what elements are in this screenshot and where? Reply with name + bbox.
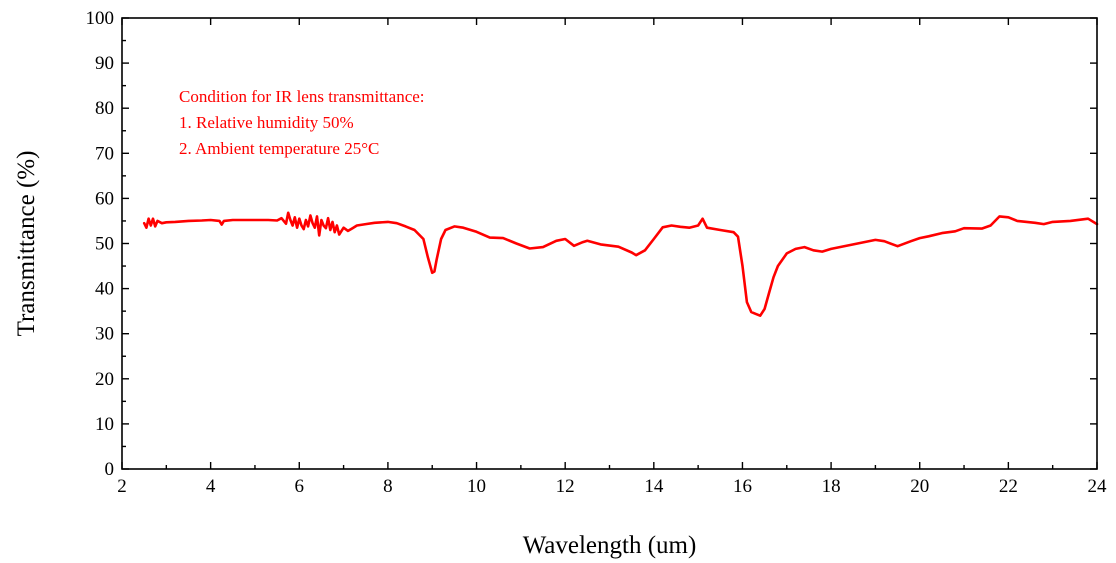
x-tick-label: 14 — [644, 476, 664, 497]
y-tick-label: 60 — [95, 188, 114, 209]
x-tick-label: 16 — [733, 476, 752, 497]
y-axis-ticks: 0 10 20 30 40 50 60 70 80 90 100 — [86, 8, 1097, 480]
transmittance-series-line — [142, 211, 1099, 317]
x-tick-label: 20 — [910, 476, 929, 497]
y-tick-label: 50 — [95, 234, 114, 255]
x-tick-label: 12 — [556, 476, 575, 497]
y-tick-label: 40 — [95, 279, 114, 300]
y-tick-label: 80 — [95, 98, 114, 119]
x-tick-label: 6 — [295, 476, 305, 497]
y-tick-label: 70 — [95, 143, 114, 164]
y-tick-label: 30 — [95, 324, 114, 345]
y-tick-label: 90 — [95, 53, 114, 74]
y-tick-label: 100 — [86, 8, 115, 29]
y-tick-label: 20 — [95, 369, 114, 390]
x-tick-label: 24 — [1088, 476, 1108, 497]
condition-annotation: Condition for IR lens transmittance: 1. … — [179, 87, 425, 158]
x-tick-label: 18 — [822, 476, 841, 497]
y-axis-title: Transmittance (%) — [13, 151, 40, 337]
annotation-line-heading: Condition for IR lens transmittance: — [179, 87, 425, 106]
plot-area-frame — [121, 17, 1098, 470]
annotation-line-humidity: 1. Relative humidity 50% — [179, 113, 354, 132]
x-axis-title: Wavelength (um) — [523, 532, 697, 559]
x-tick-label: 10 — [467, 476, 486, 497]
y-tick-label: 0 — [105, 459, 115, 480]
x-tick-label: 4 — [206, 476, 216, 497]
annotation-line-temperature: 2. Ambient temperature 25°C — [179, 139, 379, 158]
x-axis-ticks: 2 4 6 8 10 12 14 16 18 20 22 24 — [117, 18, 1107, 497]
x-tick-label: 8 — [383, 476, 393, 497]
y-tick-label: 10 — [95, 414, 114, 435]
x-tick-label: 2 — [117, 476, 127, 497]
x-tick-label: 22 — [999, 476, 1018, 497]
